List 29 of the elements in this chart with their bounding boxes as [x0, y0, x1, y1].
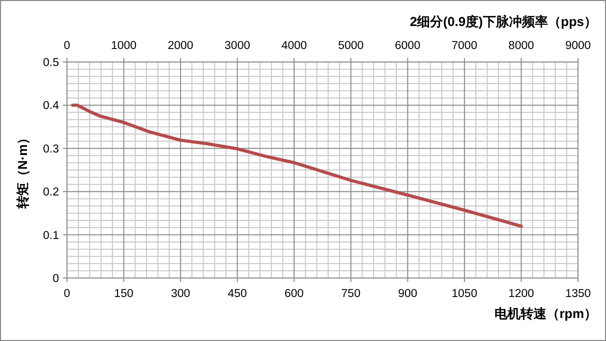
- x2-axis-title: 2细分(0.9度)下脉冲频率（pps）: [410, 14, 597, 29]
- x2-tick-label: 1000: [110, 40, 137, 52]
- x-tick-label: 1350: [565, 288, 591, 300]
- y-tick-label: 0.4: [43, 100, 60, 112]
- x2-tick-label: 7000: [452, 40, 478, 52]
- y-tick-label: 0.1: [43, 230, 59, 242]
- y-tick-label: 0.5: [43, 57, 59, 69]
- x2-tick-label: 4000: [281, 40, 307, 52]
- x-axis-title: 电机转速（rpm）: [494, 306, 597, 321]
- x-tick-label: 1200: [508, 288, 534, 300]
- x-tick-label: 0: [64, 288, 70, 300]
- x2-tick-label: 6000: [394, 40, 420, 52]
- y-tick-label: 0: [52, 273, 59, 285]
- y-tick-label: 0.2: [43, 186, 59, 199]
- x2-tick-label: 0: [64, 40, 70, 52]
- x-tick-label: 150: [114, 288, 134, 300]
- y-axis-title: 转矩（N·m）: [15, 131, 30, 210]
- x2-tick-label: 9000: [565, 40, 591, 52]
- x-tick-label: 750: [341, 288, 360, 300]
- x2-tick-label: 8000: [508, 40, 534, 52]
- x-tick-label: 900: [398, 288, 418, 300]
- x-tick-label: 450: [228, 288, 247, 300]
- x-tick-label: 300: [170, 288, 190, 300]
- x2-tick-label: 2000: [168, 40, 194, 52]
- x2-tick-label: 3000: [224, 40, 250, 52]
- x2-tick-label: 5000: [338, 40, 364, 52]
- y-tick-label: 0.3: [43, 143, 59, 156]
- x-tick-label: 1050: [452, 288, 478, 300]
- x-tick-label: 600: [284, 288, 304, 300]
